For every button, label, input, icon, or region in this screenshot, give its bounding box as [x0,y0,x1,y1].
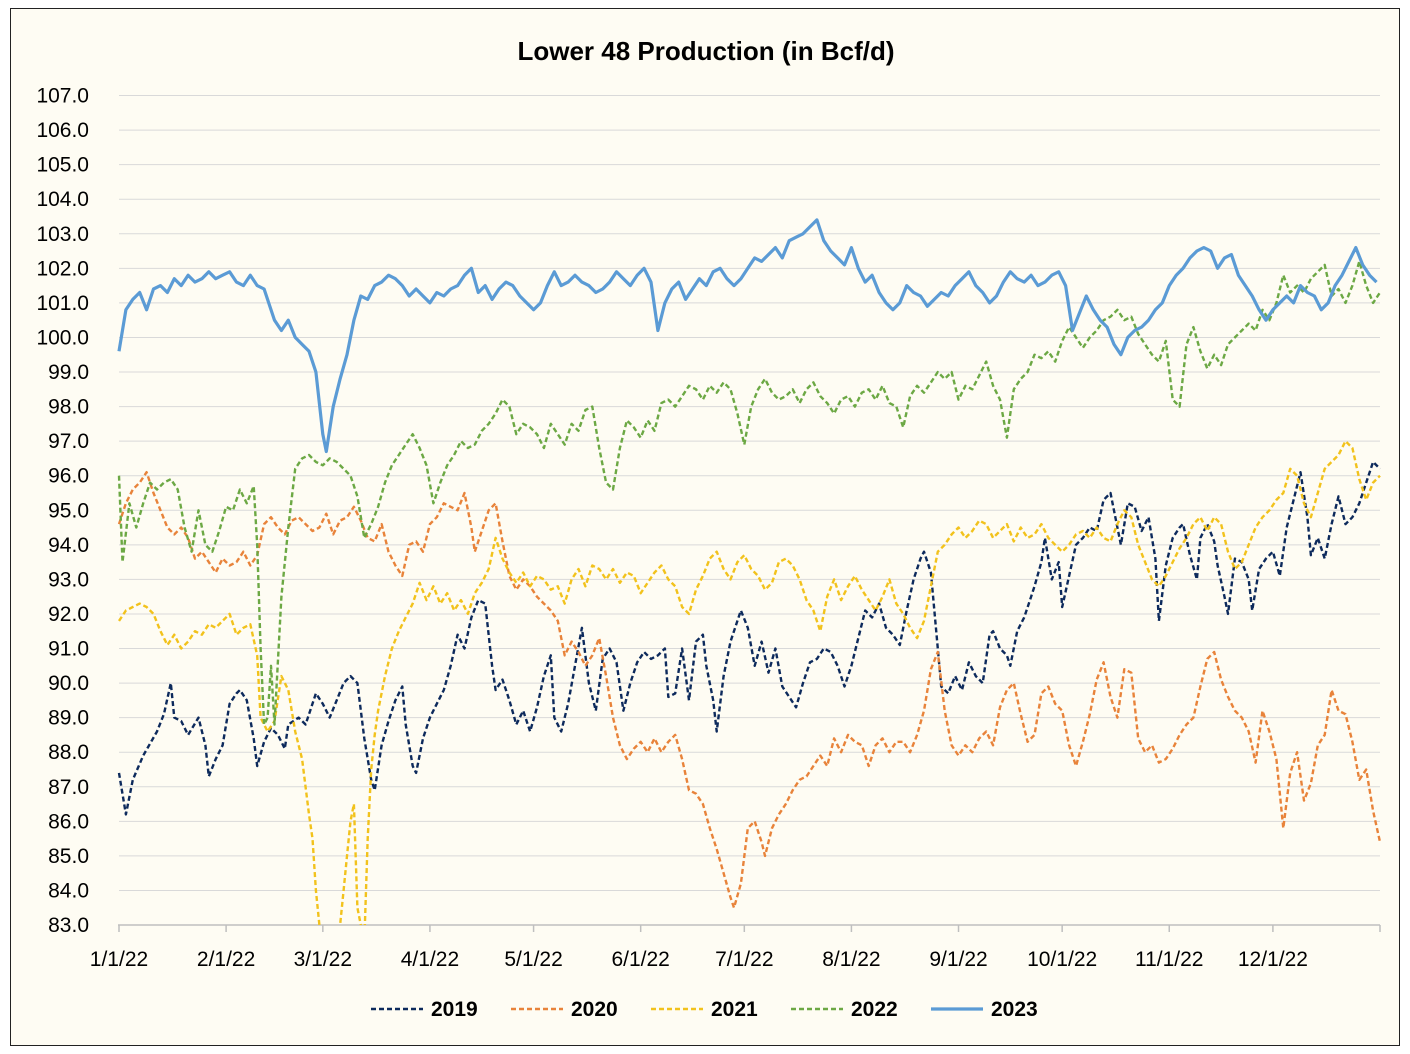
series-line-2023 [117,218,1378,454]
y-tick-label: 86.0 [48,810,89,833]
y-tick-label: 87.0 [48,776,89,799]
y-tick-label: 88.0 [48,741,89,764]
x-tick-label: 6/1/22 [611,948,669,971]
x-tick-label: 4/1/22 [401,948,459,971]
y-tick-label: 84.0 [48,879,89,902]
chart-frame: Lower 48 Production (in Bcf/d) 83.0 84.0 8… [10,8,1400,1046]
x-tick-label: 12/1/22 [1238,948,1308,971]
y-tick-label: 89.0 [48,707,89,730]
y-tick-label: 85.0 [48,845,89,868]
x-tick-label: 7/1/22 [715,948,773,971]
legend-label-2021: 2021 [711,998,758,1021]
y-tick-label: 98.0 [48,396,89,419]
y-tick-label: 96.0 [48,465,89,488]
x-tick-label: 9/1/22 [929,948,987,971]
y-tick-label: 101.0 [36,292,89,315]
x-tick-label: 10/1/22 [1027,948,1097,971]
series-line-2020 [117,471,1382,909]
x-tick-label: 1/1/22 [90,948,148,971]
chart-svg: Lower 48 Production (in Bcf/d) 83.084.08… [36,36,1382,1021]
y-tick-label: 99.0 [48,361,89,384]
y-axis-ticks: 83.0 84.0 85.0 86.0 87.0 88.0 89.0 90.0 91.0 92.0… [36,85,89,938]
series-line-2019 [117,460,1381,816]
y-tick-label: 93.0 [48,568,89,591]
legend: 2019 2020 2021 2022 2023 [371,998,1038,1021]
legend-label-2019: 2019 [431,998,478,1021]
y-tick-label: 90.0 [48,672,89,695]
y-tick-label: 100.0 [36,326,89,349]
y-tick-label: 83.0 [48,914,89,937]
y-tick-label: 107.0 [36,85,89,108]
y-tick-label: 104.0 [36,188,89,211]
x-tick-label: 8/1/22 [822,948,880,971]
y-tick-label: 103.0 [36,223,89,246]
x-axis-ticks: 1/1/22 2/1/22 3/1/22 4/1/22 5/1/22 6/1/22 7/1/… [90,925,1381,971]
series-line-2021 [118,439,1381,925]
series-lines [117,218,1382,925]
y-tick-label: 91.0 [48,638,89,661]
y-tick-label: 105.0 [36,154,89,177]
legend-label-2023: 2023 [991,998,1038,1021]
x-tick-label: 2/1/22 [197,948,255,971]
legend-label-2020: 2020 [571,998,618,1021]
y-tick-label: 92.0 [48,603,89,626]
gridlines [119,95,1380,891]
series-line-2022 [117,260,1381,726]
y-tick-label: 106.0 [36,119,89,142]
y-tick-label: 94.0 [48,534,89,557]
y-tick-label: 102.0 [36,257,89,280]
y-tick-label: 97.0 [48,430,89,453]
x-tick-label: 3/1/22 [294,948,352,971]
chart-title: Lower 48 Production (in Bcf/d) [517,36,894,66]
x-tick-label: 5/1/22 [504,948,562,971]
legend-label-2022: 2022 [851,998,898,1021]
x-tick-label: 11/1/22 [1135,948,1204,971]
y-tick-label: 95.0 [48,499,89,522]
